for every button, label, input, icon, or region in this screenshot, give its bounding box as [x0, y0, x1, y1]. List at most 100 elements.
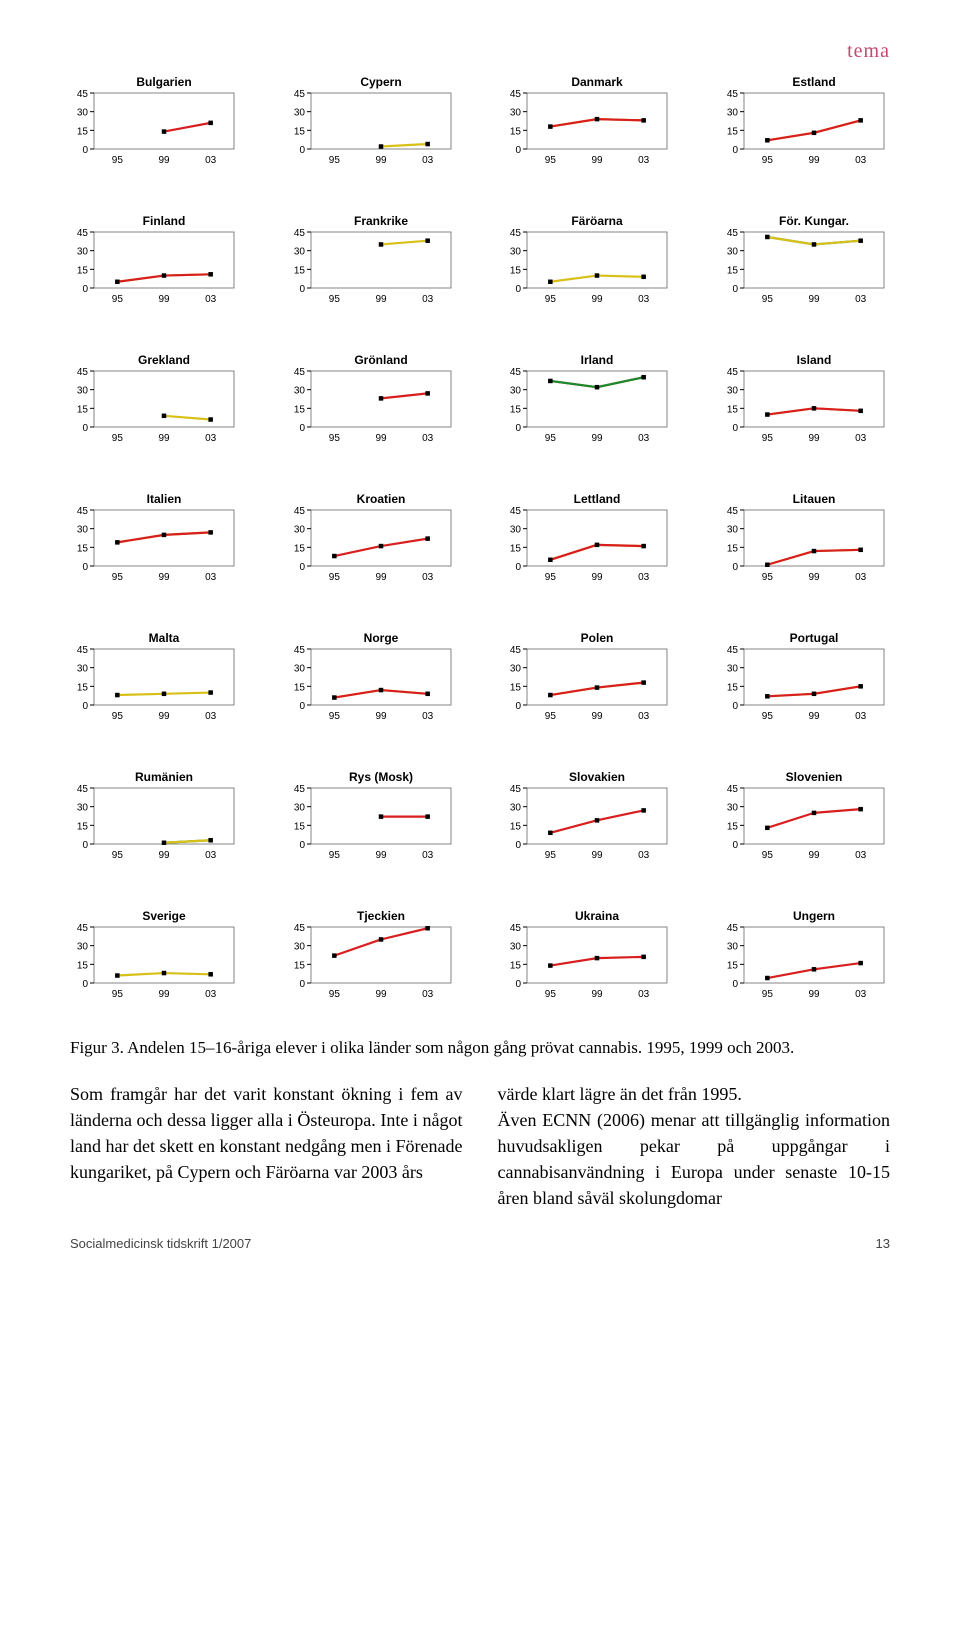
- y-tick-label: 0: [732, 145, 738, 156]
- y-tick-label: 0: [82, 562, 88, 573]
- x-tick-label: 95: [545, 433, 557, 444]
- x-tick-label: 03: [855, 850, 867, 861]
- y-tick-label: 15: [77, 821, 89, 832]
- y-tick-label: 45: [77, 645, 89, 656]
- data-marker: [425, 238, 430, 243]
- data-marker: [548, 963, 553, 968]
- y-tick-label: 45: [510, 784, 522, 795]
- chart-title: Finland: [143, 214, 186, 228]
- y-tick-label: 15: [510, 543, 522, 554]
- y-tick-label: 0: [516, 701, 522, 712]
- y-tick-label: 30: [510, 525, 522, 536]
- y-tick-label: 30: [294, 664, 306, 675]
- y-tick-label: 0: [516, 284, 522, 295]
- data-marker: [858, 238, 863, 243]
- y-tick-label: 30: [727, 108, 739, 119]
- y-tick-label: 15: [510, 821, 522, 832]
- mini-chart: Grönland0153045959903: [287, 351, 457, 445]
- x-tick-label: 99: [592, 572, 604, 583]
- data-marker: [642, 375, 647, 380]
- chart-row: Grekland0153045959903Grönland01530459599…: [70, 351, 890, 445]
- y-tick-label: 0: [516, 840, 522, 851]
- y-tick-label: 30: [294, 803, 306, 814]
- x-tick-label: 99: [375, 572, 387, 583]
- x-tick-label: 03: [205, 433, 217, 444]
- y-tick-label: 0: [732, 979, 738, 990]
- x-tick-label: 95: [328, 155, 340, 166]
- y-tick-label: 45: [510, 645, 522, 656]
- x-tick-label: 99: [375, 433, 387, 444]
- y-tick-label: 45: [727, 645, 739, 656]
- data-marker: [765, 138, 770, 143]
- y-tick-label: 45: [727, 228, 739, 239]
- y-tick-label: 45: [294, 506, 306, 517]
- data-marker: [378, 544, 383, 549]
- y-tick-label: 30: [294, 247, 306, 258]
- y-tick-label: 0: [299, 979, 305, 990]
- x-tick-label: 99: [592, 433, 604, 444]
- y-tick-label: 0: [299, 562, 305, 573]
- y-tick-label: 30: [77, 942, 89, 953]
- y-tick-label: 15: [77, 126, 89, 137]
- chart-title: Irland: [581, 353, 614, 367]
- mini-chart: Kroatien0153045959903: [287, 490, 457, 584]
- x-tick-label: 99: [375, 850, 387, 861]
- y-tick-label: 0: [516, 145, 522, 156]
- x-tick-label: 99: [808, 433, 820, 444]
- data-marker: [162, 971, 167, 976]
- chart-title: Ungern: [793, 909, 835, 923]
- x-tick-label: 03: [855, 989, 867, 1000]
- y-tick-label: 30: [510, 942, 522, 953]
- data-marker: [162, 533, 167, 538]
- data-marker: [208, 838, 213, 843]
- data-marker: [162, 273, 167, 278]
- mini-chart: Norge0153045959903: [287, 629, 457, 723]
- x-tick-label: 03: [205, 155, 217, 166]
- y-tick-label: 15: [727, 960, 739, 971]
- data-marker: [378, 937, 383, 942]
- data-marker: [642, 118, 647, 123]
- data-marker: [378, 688, 383, 693]
- y-tick-label: 45: [294, 367, 306, 378]
- x-tick-label: 95: [545, 989, 557, 1000]
- data-marker: [425, 692, 430, 697]
- x-tick-label: 95: [112, 989, 124, 1000]
- chart-title: Portugal: [790, 631, 839, 645]
- mini-chart: Ungern0153045959903: [720, 907, 890, 1001]
- data-marker: [642, 680, 647, 685]
- y-tick-label: 30: [77, 108, 89, 119]
- x-tick-label: 95: [762, 711, 774, 722]
- y-tick-label: 15: [77, 404, 89, 415]
- x-tick-label: 99: [375, 155, 387, 166]
- data-marker: [858, 118, 863, 123]
- chart-title: Polen: [581, 631, 614, 645]
- x-tick-label: 03: [205, 850, 217, 861]
- x-tick-label: 03: [855, 294, 867, 305]
- y-tick-label: 45: [77, 784, 89, 795]
- data-marker: [548, 280, 553, 285]
- data-marker: [208, 417, 213, 422]
- x-tick-label: 99: [808, 850, 820, 861]
- x-tick-label: 99: [808, 155, 820, 166]
- y-tick-label: 15: [727, 821, 739, 832]
- x-tick-label: 03: [855, 155, 867, 166]
- mini-chart: Estland0153045959903: [720, 73, 890, 167]
- mini-chart: Sverige0153045959903: [70, 907, 240, 1001]
- data-marker: [765, 826, 770, 831]
- y-tick-label: 15: [294, 404, 306, 415]
- mini-chart: Danmark0153045959903: [503, 73, 673, 167]
- y-tick-label: 45: [294, 228, 306, 239]
- x-tick-label: 99: [375, 989, 387, 1000]
- y-tick-label: 45: [77, 228, 89, 239]
- x-tick-label: 03: [422, 989, 434, 1000]
- y-tick-label: 0: [516, 562, 522, 573]
- chart-title: Lettland: [574, 492, 621, 506]
- chart-title: Sverige: [142, 909, 186, 923]
- y-tick-label: 0: [732, 284, 738, 295]
- y-tick-label: 30: [294, 386, 306, 397]
- y-tick-label: 45: [510, 228, 522, 239]
- y-tick-label: 15: [727, 404, 739, 415]
- y-tick-label: 30: [727, 803, 739, 814]
- y-tick-label: 15: [510, 126, 522, 137]
- data-marker: [595, 273, 600, 278]
